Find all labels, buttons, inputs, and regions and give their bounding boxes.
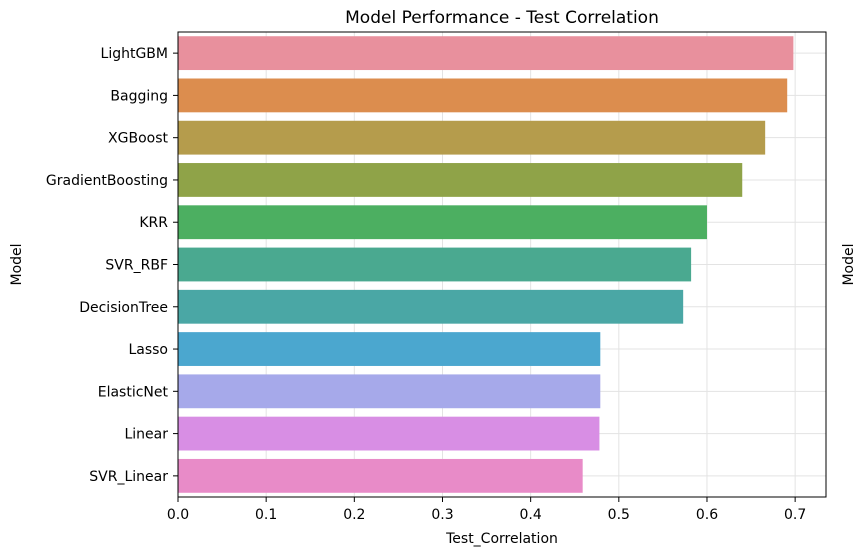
- bar-krr: [178, 205, 707, 240]
- chart-title: Model Performance - Test Correlation: [345, 8, 659, 28]
- bar-svr-rbf: [178, 247, 692, 282]
- y-axis-label: Model: [9, 243, 25, 285]
- y-tick-label: Bagging: [110, 88, 168, 104]
- x-tick-label: 0.6: [696, 507, 718, 523]
- y-tick-label: ElasticNet: [98, 384, 169, 400]
- x-tick-label: 0.4: [520, 507, 542, 523]
- bar-lightgbm: [178, 36, 794, 71]
- x-axis-label: Test_Correlation: [445, 531, 558, 547]
- y-axis-label-right: Model: [841, 243, 857, 285]
- y-tick-label: DecisionTree: [79, 300, 168, 316]
- bars: [178, 36, 794, 493]
- x-tick-label: 0.1: [255, 507, 277, 523]
- y-tick-label: SVR_Linear: [89, 469, 168, 485]
- y-tick-label: LightGBM: [101, 46, 168, 62]
- x-ticks: 0.0 0.1 0.2 0.3 0.4 0.5 0.6 0.7: [167, 497, 806, 523]
- x-tick-label: 0.2: [343, 507, 365, 523]
- bar-bagging: [178, 78, 788, 113]
- bar-lasso: [178, 332, 601, 366]
- x-tick-label: 0.3: [431, 507, 453, 523]
- x-tick-label: 0.7: [784, 507, 806, 523]
- y-tick-label: Lasso: [128, 342, 168, 358]
- bar-linear: [178, 416, 600, 451]
- bar-gradientboosting: [178, 163, 743, 197]
- y-tick-label: GradientBoosting: [46, 173, 168, 189]
- bar-decisiontree: [178, 289, 684, 324]
- x-tick-label: 0.5: [608, 507, 630, 523]
- x-tick-label: 0.0: [167, 507, 189, 523]
- y-tick-label: SVR_RBF: [105, 258, 168, 274]
- y-ticks: LightGBM Bagging XGBoost GradientBoosting KR…: [46, 46, 178, 485]
- bar-elasticnet: [178, 374, 601, 409]
- bar-xgboost: [178, 120, 766, 155]
- y-tick-label: KRR: [139, 215, 168, 231]
- bar-svr-linear: [178, 458, 583, 493]
- y-tick-label: Linear: [124, 427, 168, 443]
- y-tick-label: XGBoost: [108, 131, 168, 147]
